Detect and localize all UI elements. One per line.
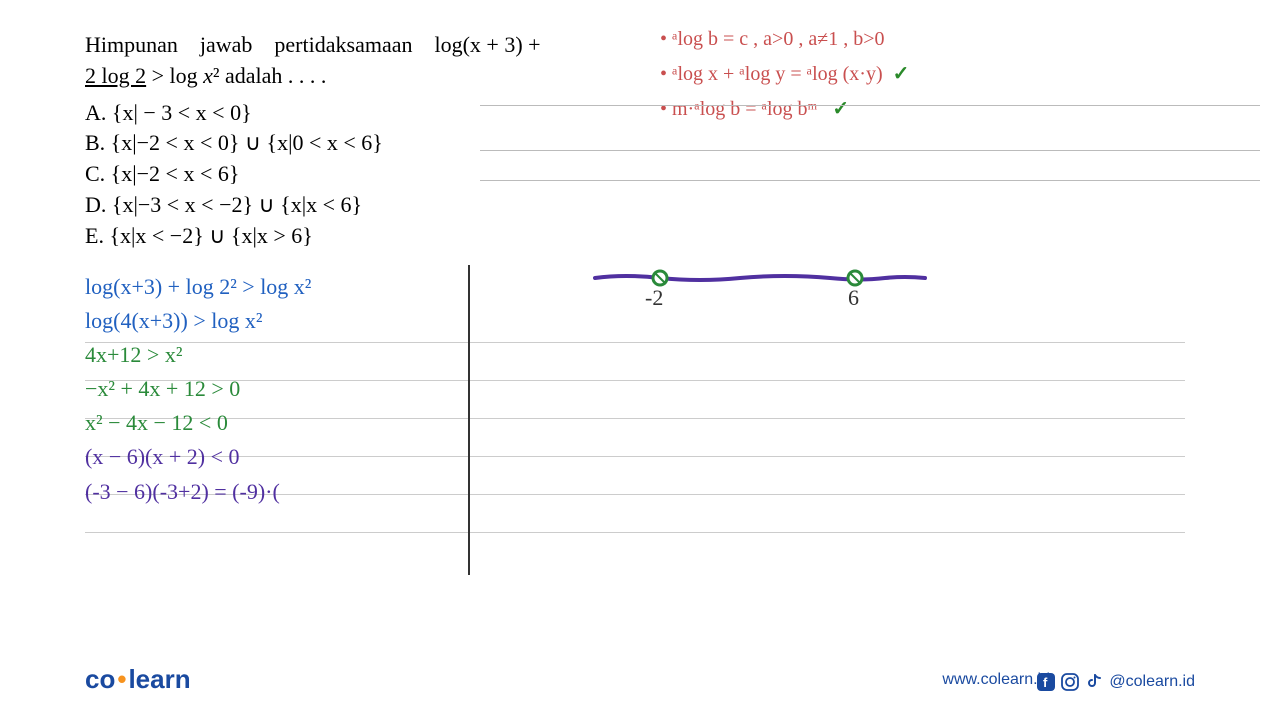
numberline-block: -2 6: [590, 260, 930, 320]
rule-3-text: • m·ᵃlog b = ᵃlog bᵐ: [660, 98, 817, 120]
problem-word-1: Himpunan: [85, 32, 178, 57]
check-icon: ✓: [893, 63, 910, 85]
work-line-6: (x − 6)(x + 2) < 0: [85, 440, 465, 474]
rules-block: • ᵃlog b = c , a>0 , a≠1 , b>0 • ᵃlog x …: [660, 28, 1240, 131]
problem-expr-2a: 2 log 2: [85, 63, 146, 88]
rule-2: • ᵃlog x + ᵃlog y = ᵃlog (x·y) ✓: [660, 61, 1240, 86]
rule-3: • m·ᵃlog b = ᵃlog bᵐ ✓: [660, 96, 1240, 121]
problem-word-2: jawab: [200, 32, 253, 57]
website-url: www.colearn.id: [942, 671, 1050, 689]
problem-word-3: pertidaksamaan: [274, 32, 412, 57]
footer: co•learn www.colearn.id f @colearn.id: [0, 659, 1280, 695]
work-underline: [85, 532, 1185, 533]
problem-statement: Himpunan jawab pertidaksamaan log(x + 3)…: [85, 30, 645, 92]
work-line-7: (-3 − 6)(-3+2) = (-9)·(: [85, 475, 465, 509]
work-line-3: 4x+12 > x²: [85, 338, 465, 372]
logo-co: co: [85, 664, 115, 694]
work-line-4: −x² + 4x + 12 > 0: [85, 372, 465, 406]
option-d: D. {x|−3 < x < −2} ∪ {x|x < 6}: [85, 190, 645, 221]
social-handle: @colearn.id: [1109, 673, 1195, 691]
option-a: A. {x| − 3 < x < 0}: [85, 98, 645, 129]
problem-expr-2b: > log x² adalah . . . .: [152, 63, 327, 88]
logo-learn: learn: [128, 664, 190, 694]
check-icon: ✓: [832, 98, 849, 120]
option-e: E. {x|x < −2} ∪ {x|x > 6}: [85, 221, 645, 252]
numline-left-label: -2: [645, 285, 663, 310]
option-b: B. {x|−2 < x < 0} ∪ {x|0 < x < 6}: [85, 128, 645, 159]
social-block: f @colearn.id: [1037, 673, 1195, 691]
option-c: C. {x|−2 < x < 6}: [85, 159, 645, 190]
work-line-2: log(4(x+3)) > log x²: [85, 304, 465, 338]
rule-underline: [480, 150, 1260, 151]
problem-expr-1: log(x + 3) +: [434, 32, 540, 57]
numline-right-label: 6: [848, 285, 859, 310]
work-line-5: x² − 4x − 12 < 0: [85, 406, 465, 440]
rule-1: • ᵃlog b = c , a>0 , a≠1 , b>0: [660, 28, 1240, 51]
problem-block: Himpunan jawab pertidaksamaan log(x + 3)…: [85, 30, 645, 252]
rule-2-text: • ᵃlog x + ᵃlog y = ᵃlog (x·y): [660, 63, 883, 85]
problem-options: A. {x| − 3 < x < 0} B. {x|−2 < x < 0} ∪ …: [85, 98, 645, 252]
facebook-icon: f: [1037, 673, 1055, 691]
instagram-icon: [1061, 673, 1079, 691]
rule-underline: [480, 180, 1260, 181]
vertical-divider: [468, 265, 470, 575]
tiktok-icon: [1085, 673, 1103, 691]
rule-underline: [480, 105, 1260, 106]
brand-logo: co•learn: [85, 664, 191, 695]
logo-dot-icon: •: [117, 664, 126, 694]
numberline-svg: -2 6: [590, 260, 930, 315]
svg-text:f: f: [1043, 675, 1048, 690]
work-line-1: log(x+3) + log 2² > log x²: [85, 270, 465, 304]
work-block: log(x+3) + log 2² > log x² log(4(x+3)) >…: [85, 270, 465, 509]
